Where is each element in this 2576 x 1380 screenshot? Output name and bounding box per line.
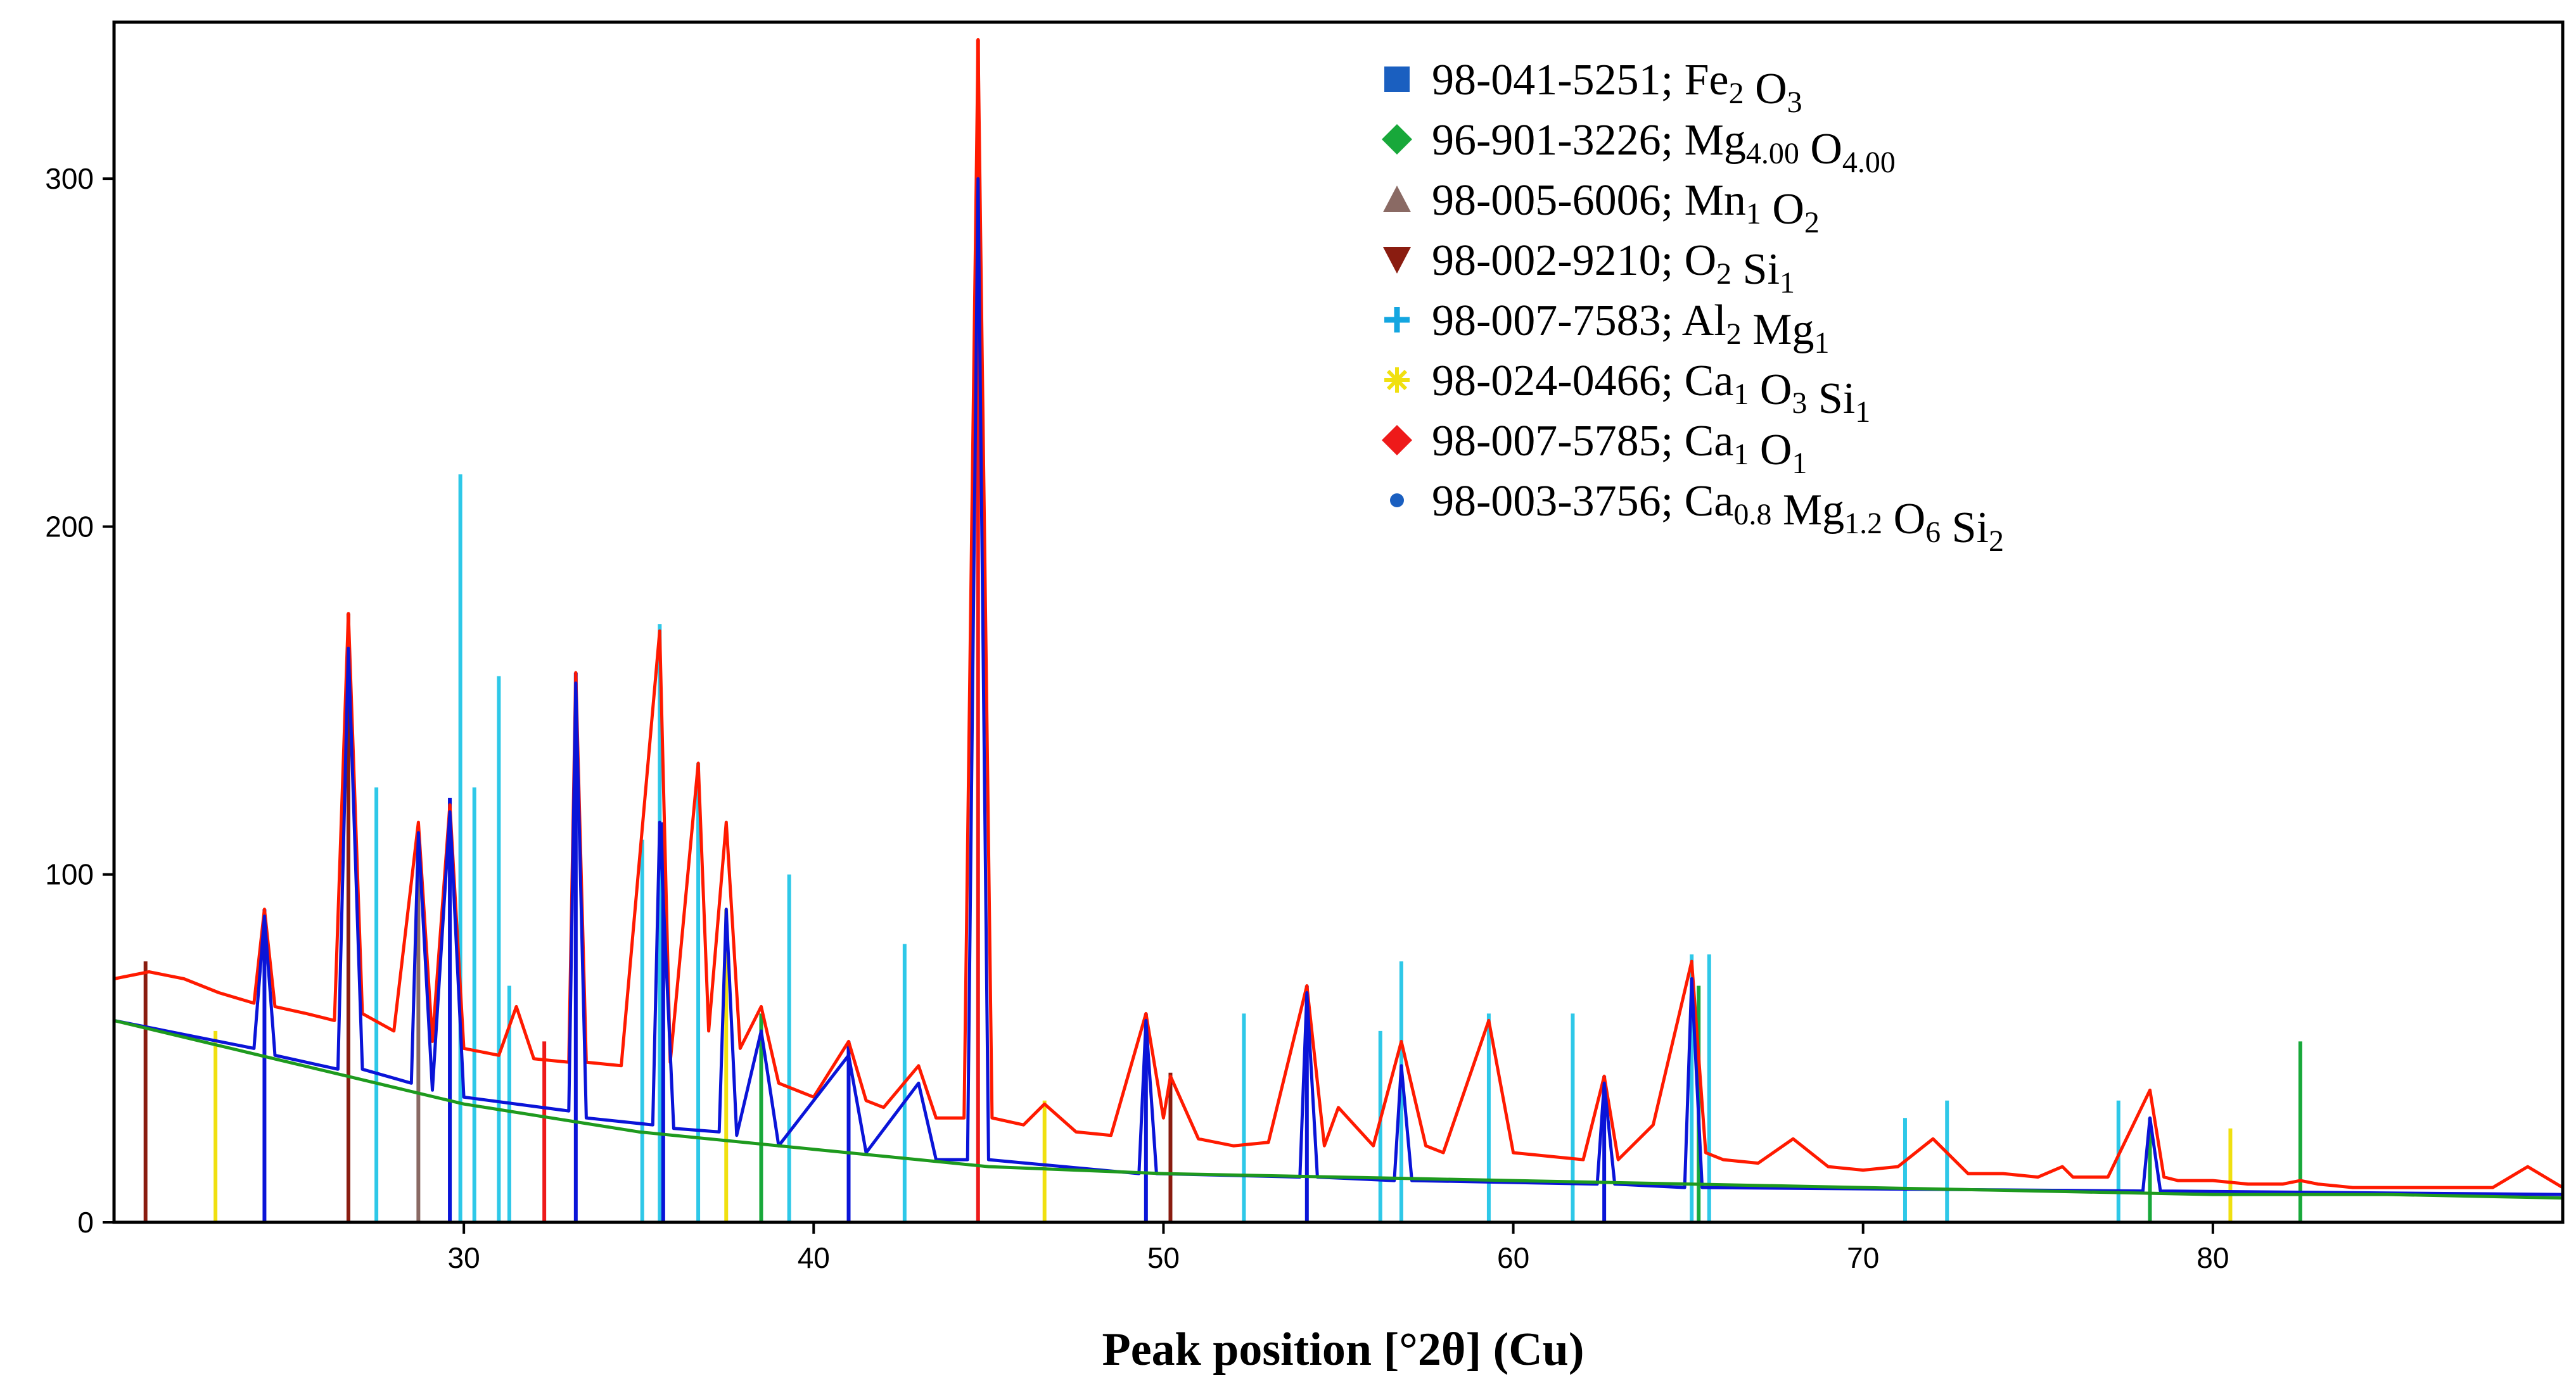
legend-entry-5: 98-024-0466; Ca1 O3 Si1 bbox=[1432, 357, 1870, 429]
plot-frame bbox=[112, 20, 2565, 1224]
y-tick-label-0: 0 bbox=[77, 1206, 94, 1239]
legend-entry-0: 98-041-5251; Fe2 O3 bbox=[1432, 56, 1802, 119]
x-axis-title: Peak position [°2θ] (Cu) bbox=[1102, 1324, 1584, 1376]
legend-marker-4 bbox=[1384, 307, 1410, 332]
plot-area: 30 40 50 60 70 80 0 100 200 300 bbox=[45, 20, 2565, 1274]
legend-marker-7 bbox=[1390, 493, 1404, 507]
y-tick-label-100: 100 bbox=[45, 858, 94, 891]
series-calculated-line bbox=[113, 177, 2563, 1196]
legend-marker-5 bbox=[1384, 367, 1410, 393]
x-tick-label-80: 80 bbox=[2197, 1241, 2229, 1274]
legend-entry-7: 98-003-3756; Ca0.8 Mg1.2 O6 Si2 bbox=[1432, 477, 2004, 558]
legend-marker-2 bbox=[1383, 186, 1411, 212]
x-tick-label-30: 30 bbox=[448, 1241, 480, 1274]
legend-marker-3 bbox=[1383, 247, 1411, 274]
y-tick-label-300: 300 bbox=[45, 162, 94, 195]
x-tick-label-70: 70 bbox=[1847, 1241, 1879, 1274]
legend-entry-6: 98-007-5785; Ca1 O1 bbox=[1432, 417, 1807, 480]
legend-marker-1 bbox=[1382, 124, 1412, 155]
legend-entry-2: 98-005-6006; Mn1 O2 bbox=[1432, 176, 1820, 239]
legend-entry-1: 96-901-3226; Mg4.00 O4.00 bbox=[1432, 116, 1896, 179]
x-tick-label-40: 40 bbox=[798, 1241, 830, 1274]
legend-entry-4: 98-007-7583; Al2 Mg1 bbox=[1432, 296, 1829, 360]
legend-marker-0 bbox=[1384, 66, 1410, 92]
series-measured-line bbox=[113, 38, 2564, 1189]
legend-entry-3: 98-002-9210; O2 Si1 bbox=[1432, 236, 1795, 300]
x-tick-label-50: 50 bbox=[1147, 1241, 1180, 1274]
y-tick-label-200: 200 bbox=[45, 510, 94, 543]
series-background-line bbox=[113, 1018, 2563, 1200]
x-tick-label-60: 60 bbox=[1497, 1241, 1529, 1274]
legend-marker-6 bbox=[1382, 425, 1412, 455]
